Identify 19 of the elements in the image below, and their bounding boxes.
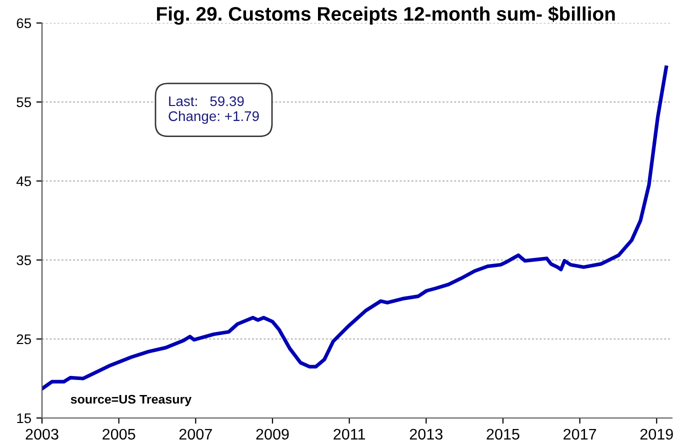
x-tick-label: 2019	[640, 428, 673, 440]
annotation: Last: 59.39 Change: +1.79	[168, 96, 259, 124]
x-tick-label: 2005	[102, 428, 136, 440]
y-tick-label: 25	[16, 334, 32, 344]
y-tick-label: 45	[16, 176, 32, 186]
y-tick-label: 15	[17, 413, 32, 424]
x-tick-label: 2015	[486, 428, 520, 440]
line-series	[42, 66, 668, 391]
x-tick-label: 2007	[179, 428, 212, 440]
x-tick-label: 2013	[410, 428, 442, 440]
x-tick-label: 2009	[256, 428, 289, 440]
annotation: source=US Treasury	[70, 394, 192, 406]
x-tick-label: 2011	[334, 428, 366, 440]
x-tick-label: 2017	[564, 428, 596, 440]
x-tick-label: 2003	[26, 428, 58, 440]
y-tick-label: 55	[16, 97, 32, 108]
chart-title: Fig. 29. Customs Receipts 12-month sum- $billion	[157, 6, 615, 25]
y-tick-label: 65	[16, 18, 32, 28]
y-tick-label: 35	[16, 255, 32, 266]
